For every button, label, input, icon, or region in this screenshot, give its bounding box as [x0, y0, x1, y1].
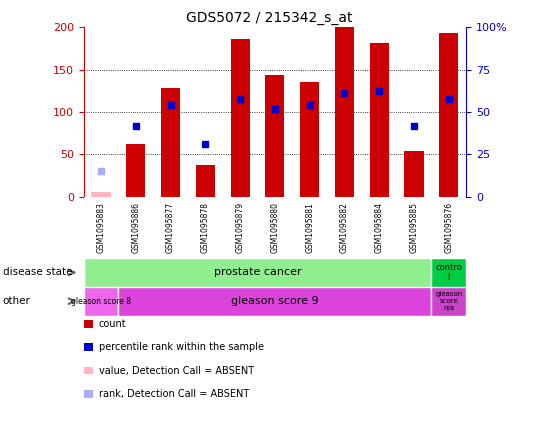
Text: GSM1095878: GSM1095878: [201, 202, 210, 253]
Bar: [439, 33, 458, 197]
Text: gleason score 8: gleason score 8: [71, 297, 131, 306]
Text: GSM1095879: GSM1095879: [236, 202, 245, 253]
Bar: [92, 192, 110, 197]
Bar: [119, 287, 431, 316]
Bar: [84, 287, 119, 316]
Bar: [431, 287, 466, 316]
Bar: [404, 151, 424, 197]
Text: gleason score 9: gleason score 9: [231, 296, 319, 306]
Text: GSM1095883: GSM1095883: [96, 202, 106, 253]
Bar: [84, 367, 93, 374]
Text: GSM1095881: GSM1095881: [305, 202, 314, 253]
Text: GDS5072 / 215342_s_at: GDS5072 / 215342_s_at: [186, 11, 353, 25]
Text: contro
l: contro l: [436, 263, 462, 282]
Bar: [300, 82, 319, 197]
Bar: [84, 390, 93, 398]
Text: GSM1095882: GSM1095882: [340, 202, 349, 253]
Text: rank, Detection Call = ABSENT: rank, Detection Call = ABSENT: [99, 389, 249, 399]
Bar: [161, 88, 180, 197]
Bar: [84, 343, 93, 351]
Text: GSM1095884: GSM1095884: [375, 202, 384, 253]
Bar: [431, 258, 466, 287]
Text: value, Detection Call = ABSENT: value, Detection Call = ABSENT: [99, 365, 254, 376]
Bar: [196, 165, 215, 197]
Text: count: count: [99, 319, 126, 329]
Bar: [265, 75, 285, 197]
Text: disease state: disease state: [3, 267, 72, 277]
Bar: [126, 144, 146, 197]
Text: GSM1095877: GSM1095877: [166, 202, 175, 253]
Text: other: other: [3, 296, 31, 306]
Bar: [335, 27, 354, 197]
Text: percentile rank within the sample: percentile rank within the sample: [99, 342, 264, 352]
Text: gleason
score
n/a: gleason score n/a: [435, 291, 462, 311]
Text: GSM1095876: GSM1095876: [444, 202, 453, 253]
Bar: [231, 39, 250, 197]
Text: GSM1095886: GSM1095886: [131, 202, 140, 253]
Bar: [370, 43, 389, 197]
Text: prostate cancer: prostate cancer: [213, 267, 301, 277]
Text: GSM1095885: GSM1095885: [410, 202, 419, 253]
Bar: [84, 320, 93, 328]
Text: GSM1095880: GSM1095880: [271, 202, 279, 253]
